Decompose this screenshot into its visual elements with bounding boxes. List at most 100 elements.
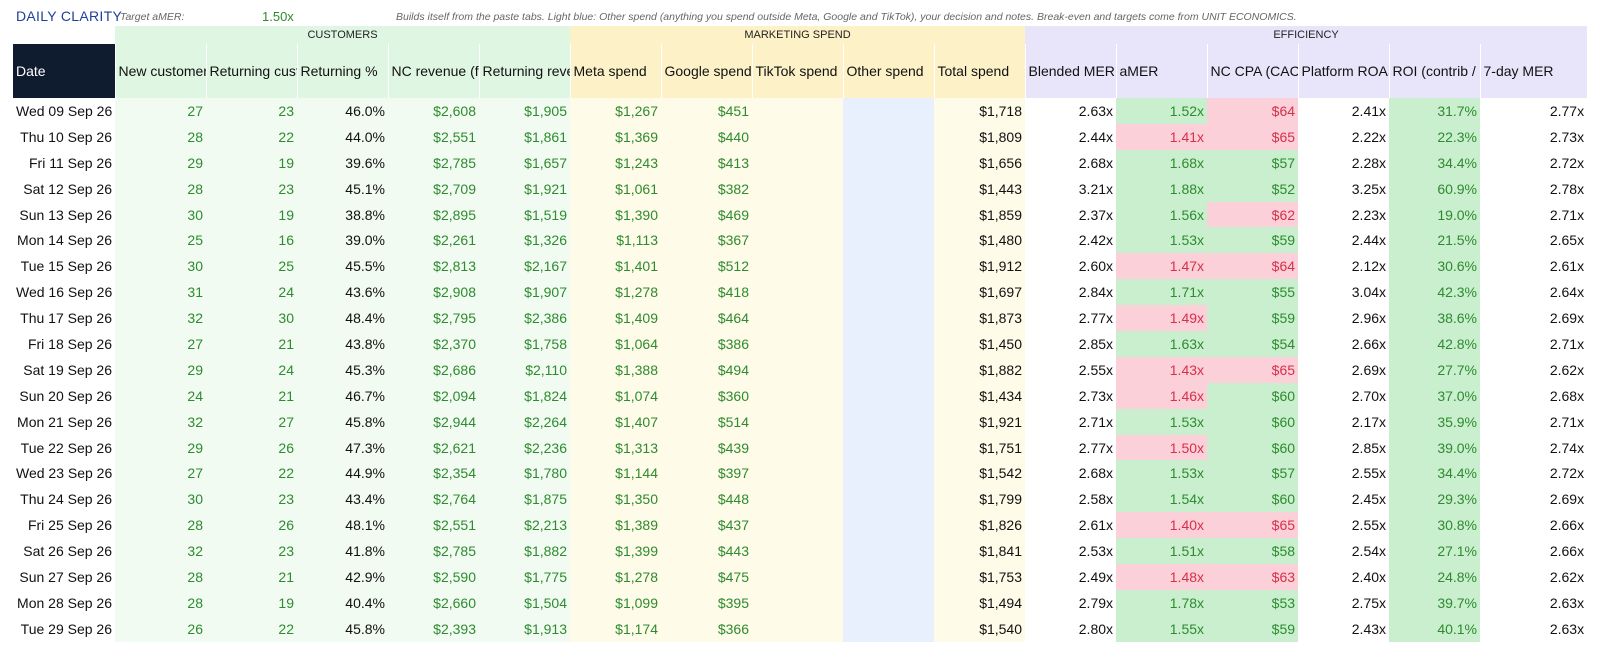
cell-meta-spend[interactable]: $1,061 (570, 175, 661, 202)
cell-tiktok-spend[interactable] (752, 201, 843, 228)
col-date[interactable]: Date (13, 44, 116, 98)
cell-nc-revenue[interactable]: $2,785 (388, 538, 479, 565)
cell-tiktok-spend[interactable] (752, 356, 843, 383)
cell-other-spend[interactable] (843, 98, 934, 124)
cell-other-spend[interactable] (843, 615, 934, 642)
cell-google-spend[interactable]: $475 (661, 564, 752, 590)
cell-new-customers[interactable]: 25 (115, 227, 206, 254)
cell-new-customers[interactable]: 28 (115, 512, 206, 539)
cell-nc-revenue[interactable]: $2,354 (388, 460, 479, 487)
cell-date[interactable]: Mon 28 Sep 26 (17, 594, 112, 611)
cell-google-spend[interactable]: $397 (661, 460, 752, 487)
cell-returning-customers[interactable]: 22 (206, 123, 297, 150)
cell-tiktok-spend[interactable] (752, 460, 843, 487)
cell-meta-spend[interactable]: $1,278 (570, 564, 661, 590)
cell-date[interactable]: Mon 14 Sep 26 (17, 232, 112, 249)
cell-new-customers[interactable]: 27 (115, 98, 206, 124)
cell-tiktok-spend[interactable] (752, 253, 843, 280)
cell-tiktok-spend[interactable] (752, 123, 843, 150)
col-nc-revenue[interactable]: NC revenue (first-time) (388, 44, 480, 98)
cell-returning-customers[interactable]: 19 (206, 201, 297, 228)
cell-nc-revenue[interactable]: $2,261 (388, 227, 479, 254)
cell-new-customers[interactable]: 27 (115, 460, 206, 487)
cell-date[interactable]: Mon 21 Sep 26 (17, 413, 112, 430)
cell-new-customers[interactable]: 29 (115, 149, 206, 176)
cell-returning-revenue[interactable]: $1,519 (479, 201, 570, 228)
cell-google-spend[interactable]: $514 (661, 408, 752, 435)
cell-new-customers[interactable]: 32 (115, 408, 206, 435)
cell-meta-spend[interactable]: $1,389 (570, 512, 661, 539)
cell-tiktok-spend[interactable] (752, 98, 843, 124)
cell-new-customers[interactable]: 32 (115, 305, 206, 332)
cell-returning-revenue[interactable]: $1,875 (479, 486, 570, 513)
col-roi[interactable]: ROI (contrib / spend) (1389, 44, 1481, 98)
cell-google-spend[interactable]: $512 (661, 253, 752, 280)
col-tiktok-spend[interactable]: TikTok spend (752, 44, 844, 98)
cell-returning-revenue[interactable]: $1,921 (479, 175, 570, 202)
cell-google-spend[interactable]: $366 (661, 615, 752, 642)
cell-returning-customers[interactable]: 23 (206, 98, 297, 124)
cell-nc-revenue[interactable]: $2,908 (388, 279, 479, 306)
cell-tiktok-spend[interactable] (752, 382, 843, 409)
cell-new-customers[interactable]: 29 (115, 356, 206, 383)
cell-returning-customers[interactable]: 16 (206, 227, 297, 254)
cell-other-spend[interactable] (843, 486, 934, 513)
cell-tiktok-spend[interactable] (752, 589, 843, 616)
cell-meta-spend[interactable]: $1,399 (570, 538, 661, 565)
cell-meta-spend[interactable]: $1,390 (570, 201, 661, 228)
cell-returning-revenue[interactable]: $1,913 (479, 615, 570, 642)
cell-meta-spend[interactable]: $1,267 (570, 98, 661, 124)
cell-new-customers[interactable]: 28 (115, 564, 206, 590)
cell-returning-revenue[interactable]: $1,780 (479, 460, 570, 487)
cell-returning-revenue[interactable]: $1,326 (479, 227, 570, 254)
cell-other-spend[interactable] (843, 434, 934, 461)
cell-returning-revenue[interactable]: $1,907 (479, 279, 570, 306)
cell-tiktok-spend[interactable] (752, 408, 843, 435)
cell-google-spend[interactable]: $448 (661, 486, 752, 513)
cell-date[interactable]: Tue 29 Sep 26 (20, 620, 112, 637)
cell-returning-revenue[interactable]: $1,824 (479, 382, 570, 409)
cell-tiktok-spend[interactable] (752, 175, 843, 202)
col-returning-pct[interactable]: Returning % (297, 44, 389, 98)
cell-other-spend[interactable] (843, 227, 934, 254)
cell-returning-customers[interactable]: 19 (206, 589, 297, 616)
cell-new-customers[interactable]: 27 (115, 331, 206, 357)
cell-new-customers[interactable]: 28 (115, 175, 206, 202)
cell-meta-spend[interactable]: $1,388 (570, 356, 661, 383)
cell-meta-spend[interactable]: $1,074 (570, 382, 661, 409)
cell-nc-revenue[interactable]: $2,764 (388, 486, 479, 513)
cell-other-spend[interactable] (843, 149, 934, 176)
cell-google-spend[interactable]: $469 (661, 201, 752, 228)
col-returning-revenue[interactable]: Returning revenue (479, 44, 571, 98)
cell-tiktok-spend[interactable] (752, 538, 843, 565)
col-new-customers[interactable]: New customers (115, 44, 207, 98)
cell-google-spend[interactable]: $395 (661, 589, 752, 616)
cell-nc-revenue[interactable]: $2,709 (388, 175, 479, 202)
col-returning-customers[interactable]: Returning customers (206, 44, 298, 98)
cell-returning-revenue[interactable]: $1,758 (479, 331, 570, 357)
cell-new-customers[interactable]: 31 (115, 279, 206, 306)
cell-other-spend[interactable] (843, 253, 934, 280)
cell-google-spend[interactable]: $413 (661, 149, 752, 176)
cell-new-customers[interactable]: 28 (115, 589, 206, 616)
cell-other-spend[interactable] (843, 408, 934, 435)
cell-meta-spend[interactable]: $1,369 (570, 123, 661, 150)
cell-returning-customers[interactable]: 30 (206, 305, 297, 332)
cell-returning-customers[interactable]: 22 (206, 615, 297, 642)
col-total-spend[interactable]: Total spend (934, 44, 1026, 98)
cell-nc-revenue[interactable]: $2,813 (388, 253, 479, 280)
cell-other-spend[interactable] (843, 564, 934, 590)
cell-meta-spend[interactable]: $1,401 (570, 253, 661, 280)
cell-returning-customers[interactable]: 27 (206, 408, 297, 435)
cell-other-spend[interactable] (843, 512, 934, 539)
cell-returning-customers[interactable]: 22 (206, 460, 297, 487)
cell-google-spend[interactable]: $418 (661, 279, 752, 306)
cell-returning-customers[interactable]: 24 (206, 356, 297, 383)
cell-returning-revenue[interactable]: $2,386 (479, 305, 570, 332)
cell-google-spend[interactable]: $437 (661, 512, 752, 539)
cell-new-customers[interactable]: 24 (115, 382, 206, 409)
cell-returning-revenue[interactable]: $1,504 (479, 589, 570, 616)
cell-other-spend[interactable] (843, 460, 934, 487)
cell-returning-revenue[interactable]: $1,905 (479, 98, 570, 124)
cell-nc-revenue[interactable]: $2,551 (388, 123, 479, 150)
